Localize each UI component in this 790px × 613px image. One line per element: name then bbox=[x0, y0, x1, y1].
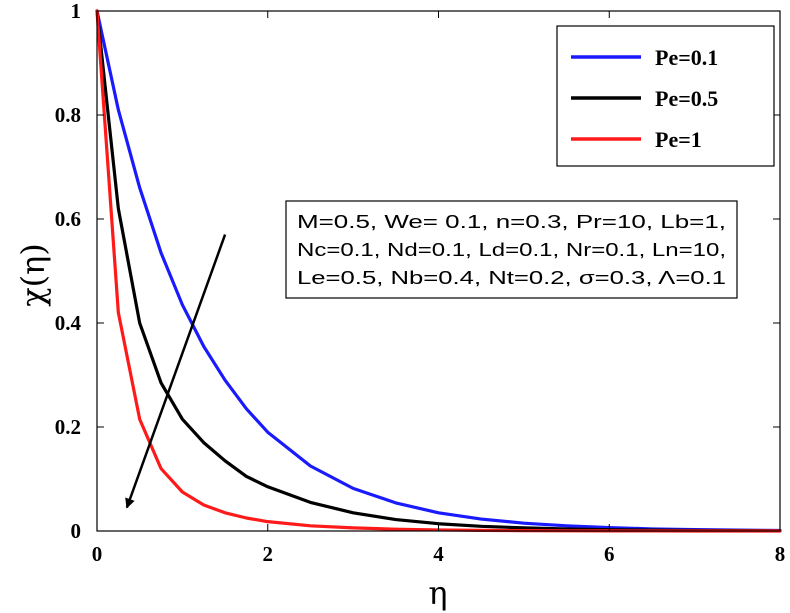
legend-label-1: Pe=0.1 bbox=[655, 45, 718, 70]
annotation-box bbox=[285, 200, 738, 299]
x-tick-label: 8 bbox=[775, 542, 786, 566]
legend-label-2: Pe=0.5 bbox=[655, 86, 718, 111]
x-tick-label: 4 bbox=[433, 542, 444, 566]
legend-box bbox=[556, 25, 775, 167]
annotation-line-2: Nc=0.1, Nd=0.1, Ld=0.1, Nr=0.1, Ln=10, bbox=[297, 239, 726, 260]
axis-ticks: 0 2 4 6 8 0 0.2 0.4 0.6 0.8 1 bbox=[55, 0, 786, 566]
legend: Pe=0.1 Pe=0.5 Pe=1 bbox=[556, 25, 775, 167]
x-tick-label: 0 bbox=[92, 542, 103, 566]
trend-arrow bbox=[125, 234, 227, 509]
y-tick-label: 0.2 bbox=[55, 415, 81, 439]
legend-label-3: Pe=1 bbox=[655, 127, 702, 152]
parameter-annotation: M=0.5, We= 0.1, n=0.3, Pr=10, Lb=1, Nc=0… bbox=[285, 200, 738, 299]
x-tick-label: 6 bbox=[604, 542, 615, 566]
annotation-line-3: Le=0.5, Nb=0.4, Nt=0.2, σ=0.3, Λ=0.1 bbox=[297, 267, 726, 288]
y-tick-label: 0 bbox=[71, 519, 82, 543]
x-axis-label: η bbox=[428, 574, 447, 612]
y-tick-label: 0.6 bbox=[55, 207, 81, 231]
x-tick-label: 2 bbox=[263, 542, 274, 566]
y-tick-label: 0.4 bbox=[55, 311, 82, 335]
y-tick-label: 0.8 bbox=[55, 103, 81, 127]
annotation-line-1: M=0.5, We= 0.1, n=0.3, Pr=10, Lb=1, bbox=[297, 211, 726, 232]
y-axis-label: χ(η) bbox=[14, 243, 52, 307]
y-tick-label: 1 bbox=[71, 0, 82, 23]
